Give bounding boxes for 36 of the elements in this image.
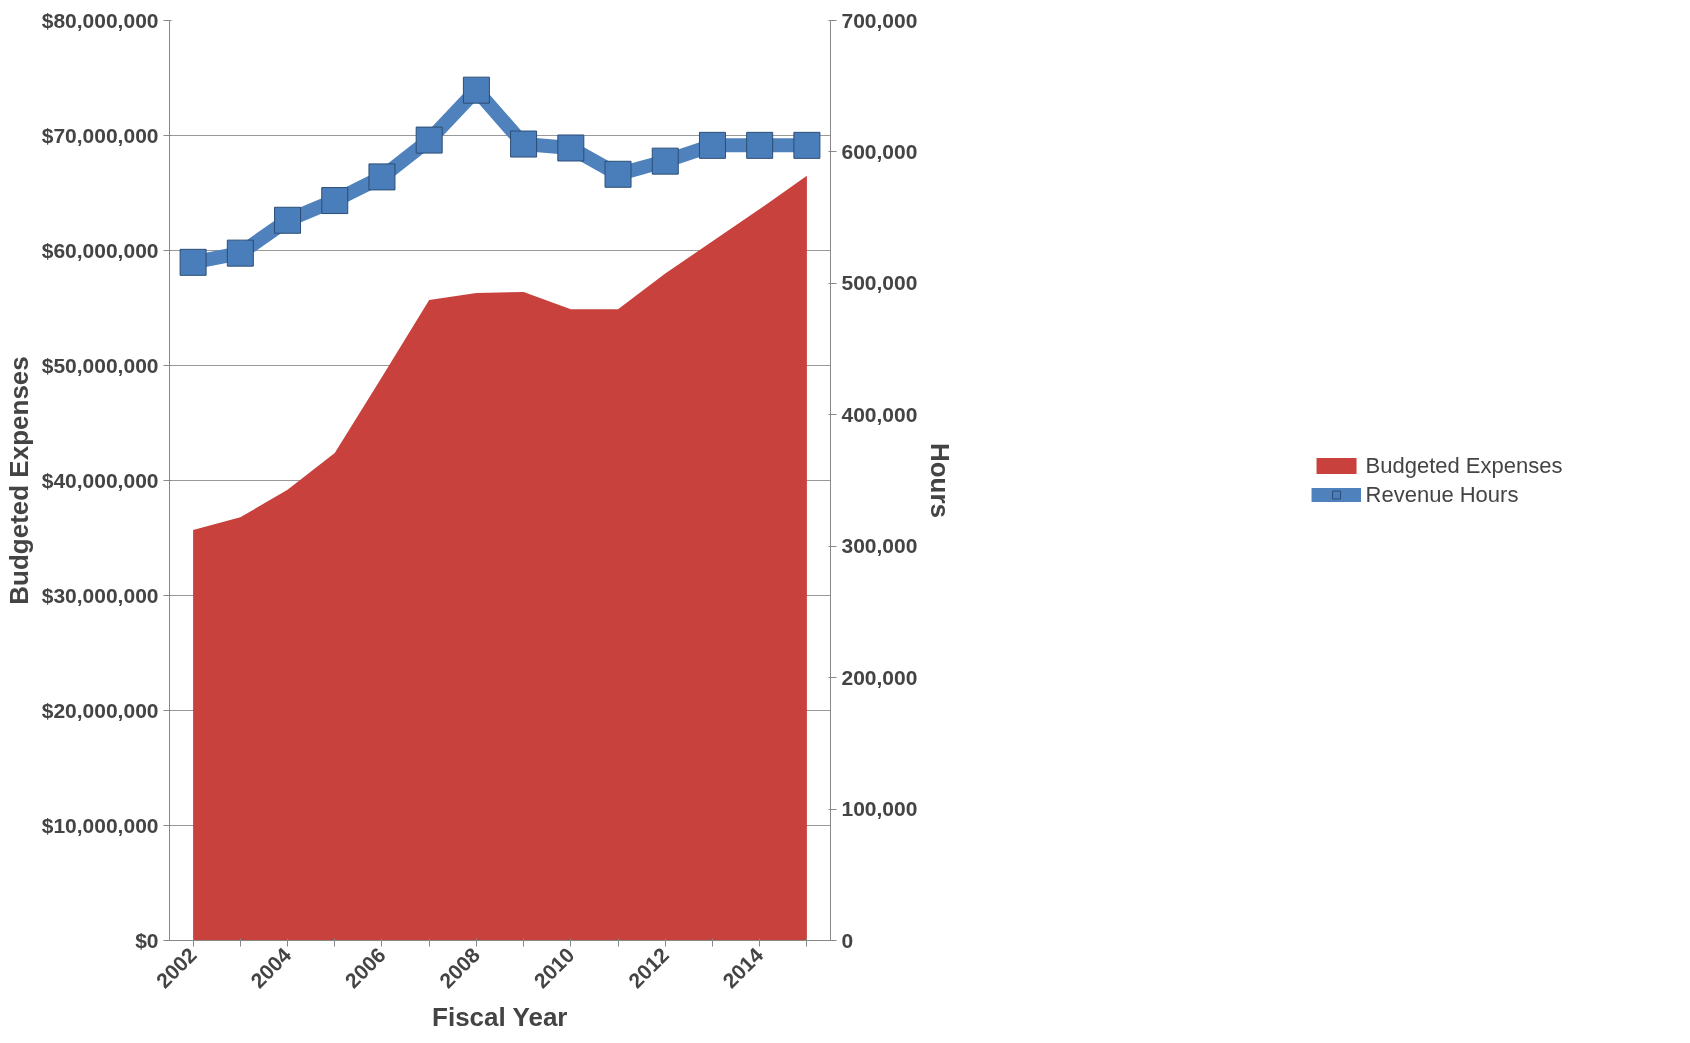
point <box>415 126 443 154</box>
legend-label: Revenue Hours <box>1365 481 1519 508</box>
y2-tick-label: 600,000 <box>841 139 918 163</box>
point <box>226 239 254 267</box>
legend-label: Budgeted Expenses <box>1365 452 1563 479</box>
y2-tick-label: 700,000 <box>841 8 918 32</box>
x-axis-title: Fiscal Year <box>432 1002 568 1033</box>
point <box>462 76 490 104</box>
y2-tick-label: 400,000 <box>841 402 918 426</box>
point <box>793 131 821 159</box>
y-tick-label: $50,000,000 <box>41 354 159 377</box>
y-tick-label: $70,000,000 <box>41 124 159 147</box>
y-tick-label: $20,000,000 <box>41 699 159 722</box>
point <box>651 147 679 175</box>
point <box>510 130 538 158</box>
point <box>368 163 396 191</box>
y2-tick-label: 200,000 <box>841 665 918 689</box>
point <box>557 134 585 162</box>
y-tick-label: $80,000,000 <box>41 9 159 32</box>
y-tick-label: $0 <box>135 929 159 952</box>
y-tick-label: $30,000,000 <box>41 584 159 607</box>
point <box>698 131 726 159</box>
y2-tick-label: 0 <box>841 928 854 952</box>
y2-tick-label: 500,000 <box>841 271 918 295</box>
y2-tick-label: 300,000 <box>841 534 918 558</box>
y-tick-label: $10,000,000 <box>41 814 159 837</box>
y2-tick-label: 100,000 <box>841 797 918 821</box>
point <box>179 248 207 276</box>
y-tick-label: $40,000,000 <box>41 469 159 492</box>
point <box>604 160 632 188</box>
point <box>274 206 302 234</box>
point <box>321 187 349 215</box>
y-axis-title: Budgeted Expenses <box>3 356 34 605</box>
y2-axis-title: Hours <box>925 442 956 519</box>
y-tick-label: $60,000,000 <box>41 239 159 262</box>
point <box>746 131 774 159</box>
